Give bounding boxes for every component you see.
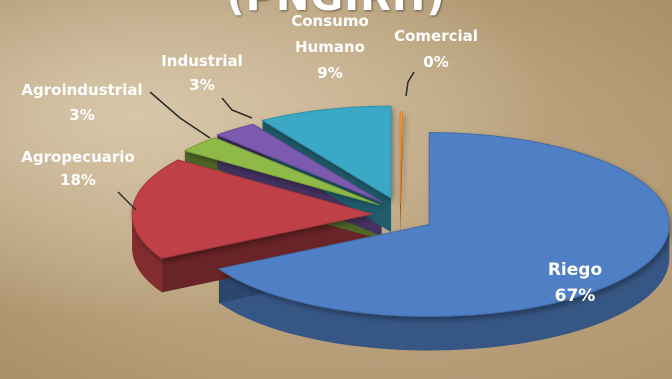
slice-label-consumo-line1: Consumo bbox=[291, 12, 369, 30]
slice-label-riego: Riego bbox=[548, 260, 602, 280]
slice-value-riego: 67% bbox=[555, 286, 596, 306]
slice-industrial bbox=[215, 123, 382, 203]
slice-agroindustrial bbox=[183, 137, 380, 206]
slice-label-agropecuario: Agropecuario bbox=[21, 148, 135, 166]
slice-label-industrial: Industrial bbox=[161, 52, 243, 70]
slice-label-comercial: Comercial bbox=[394, 27, 478, 45]
slice-riego bbox=[217, 132, 670, 318]
slice-value-agropecuario: 18% bbox=[60, 171, 96, 189]
slice-value-consumo: 9% bbox=[317, 64, 342, 82]
chart-title: (PNGIRH) bbox=[0, 0, 672, 20]
slice-consumo-humano bbox=[261, 105, 392, 199]
slice-value-industrial: 3% bbox=[189, 76, 214, 94]
slice-label-consumo-line2: Humano bbox=[295, 38, 365, 56]
leader-comercial bbox=[405, 71, 415, 97]
slice-comercial bbox=[399, 111, 404, 205]
slice-value-agroindustrial: 3% bbox=[69, 106, 94, 124]
slice-label-agroindustrial: Agroindustrial bbox=[21, 81, 142, 99]
leader-industrial bbox=[221, 97, 253, 119]
slice-value-comercial: 0% bbox=[423, 53, 448, 71]
slice-agropecuario bbox=[131, 159, 373, 259]
leader-agroindustrial bbox=[149, 91, 211, 139]
leader-agropecuario bbox=[117, 191, 137, 211]
